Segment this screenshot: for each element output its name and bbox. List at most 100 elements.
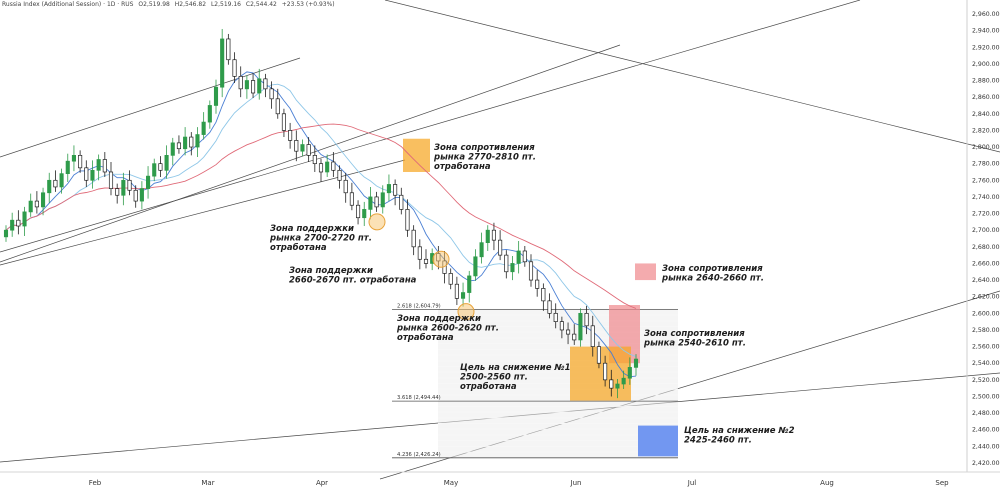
annotation-res-2770: отработана [434,161,491,172]
y-tick-label: 2,480.00 [972,410,1000,417]
support-marker [457,303,475,321]
x-axis[interactable]: Feb Mar Apr May Jun Jul Aug Sep [0,471,1000,487]
y-axis[interactable]: 2,960.00 2,940.00 2,920.00 2,900.00 2,880.00… [966,0,1000,472]
y-tick-label: 2,800.00 [972,144,1000,151]
candle-body [516,250,521,264]
annotation-res-2540: Зона сопротивления [644,329,745,339]
y-tick-label: 2,520.00 [972,377,1000,384]
candle-body [522,250,527,263]
candle-body [405,209,410,231]
annotation-sup-2700: отработана [270,242,327,253]
annotation-tgt-2: 2425-2460 пт. [684,436,752,446]
candle-body [183,136,188,150]
y-tick-label: 2,880.00 [972,78,1000,85]
candle-body [368,196,373,210]
candle-body [207,105,212,123]
annotation-tgt-1: Цель на снижение №1 [460,363,571,373]
candle-body [213,86,219,106]
y-tick-label: 2,600.00 [972,310,1000,317]
candle-body [596,346,601,364]
x-tick-label: Apr [316,479,328,487]
candle-body [3,229,9,238]
candle-body [541,288,546,302]
y-tick-label: 2,640.00 [972,277,1000,284]
annotation-res-2640: рынка 2640-2660 пт. [661,274,764,284]
candle-body [553,312,558,322]
annotation-res-2770: Зона сопротивления [434,143,535,153]
candle-body [53,179,58,188]
candle-body [374,196,379,208]
zone-resistance-2640-2660 [635,263,656,281]
candle-body [461,292,466,299]
candle-body [257,78,262,94]
candle-body [633,358,639,368]
candle-body [65,160,70,174]
support-marker [432,250,450,268]
candle-body [528,261,534,281]
price-zones [403,138,678,457]
y-tick-label: 2,580.00 [972,327,1000,334]
chart-header: Russia Index (Additional Session) · 1D ·… [2,1,338,8]
candle-body [603,362,608,381]
candle-body [152,163,157,177]
candle-body [139,188,144,202]
candle-body [102,159,107,173]
candle-body [423,258,429,264]
close-value: C2,544.42 [245,1,277,8]
candle-body [28,200,33,213]
annotation-res-2540: рынка 2540-2610 пт. [643,339,746,349]
symbol-label: Russia Index (Additional Session) · 1D ·… [2,1,134,8]
candle-body [115,188,120,196]
support-marker [368,213,386,231]
candle-body [269,88,274,100]
candle-body [121,179,126,196]
candle-body [312,155,317,165]
y-tick-label: 2,740.00 [972,194,1000,201]
candle-body [627,367,632,379]
support-markers [368,213,475,321]
candle-body [535,279,540,289]
candle-body [578,312,583,341]
fib-level-label: 2.618 (2,604.79) [397,303,441,309]
trend-line [384,0,1000,153]
candle-body [281,113,286,131]
candle-body [96,159,101,171]
annotation-res-2770: рынка 2770-2810 пт. [433,153,536,163]
y-tick-label: 2,500.00 [972,393,1000,400]
annotation-sup-2660: 2660-2670 пт. отработана [289,275,417,286]
y-tick-label: 2,820.00 [972,127,1000,134]
candle-body [448,273,453,285]
x-tick-label: Aug [820,479,834,487]
candle-body [226,38,231,61]
candle-body [288,130,293,141]
candle-body [510,263,515,273]
candle-body [547,300,552,314]
candle-body [164,155,169,171]
candlesticks[interactable] [3,28,639,399]
candle-body [380,192,385,208]
candle-body [232,59,237,77]
x-tick-label: Mar [201,479,214,487]
candle-body [566,329,571,335]
y-tick-label: 2,760.00 [972,177,1000,184]
x-tick-label: Feb [89,479,102,487]
x-tick-label: Sep [935,479,949,487]
candle-body [41,192,46,208]
candle-body [356,204,361,219]
annotation-tgt-1: 2500-2560 пт. [460,373,528,383]
candle-body [275,98,280,115]
x-tick-label: Jul [687,479,697,487]
candle-body [127,179,132,191]
candle-body [16,219,21,227]
candle-body [170,142,175,156]
annotation-sup-2700: рынка 2700-2720 пт. [269,234,372,244]
annotation-res-2640: Зона сопротивления [662,264,763,274]
zone-resistance-2770-2810 [403,138,430,172]
fib-level-label: 3.618 (2,494.44) [397,395,441,401]
candle-body [325,161,330,173]
y-tick-label: 2,660.00 [972,260,1000,267]
candle-body [498,239,503,256]
annotation-sup-2600: отработана [397,332,454,343]
trend-line [0,0,861,253]
